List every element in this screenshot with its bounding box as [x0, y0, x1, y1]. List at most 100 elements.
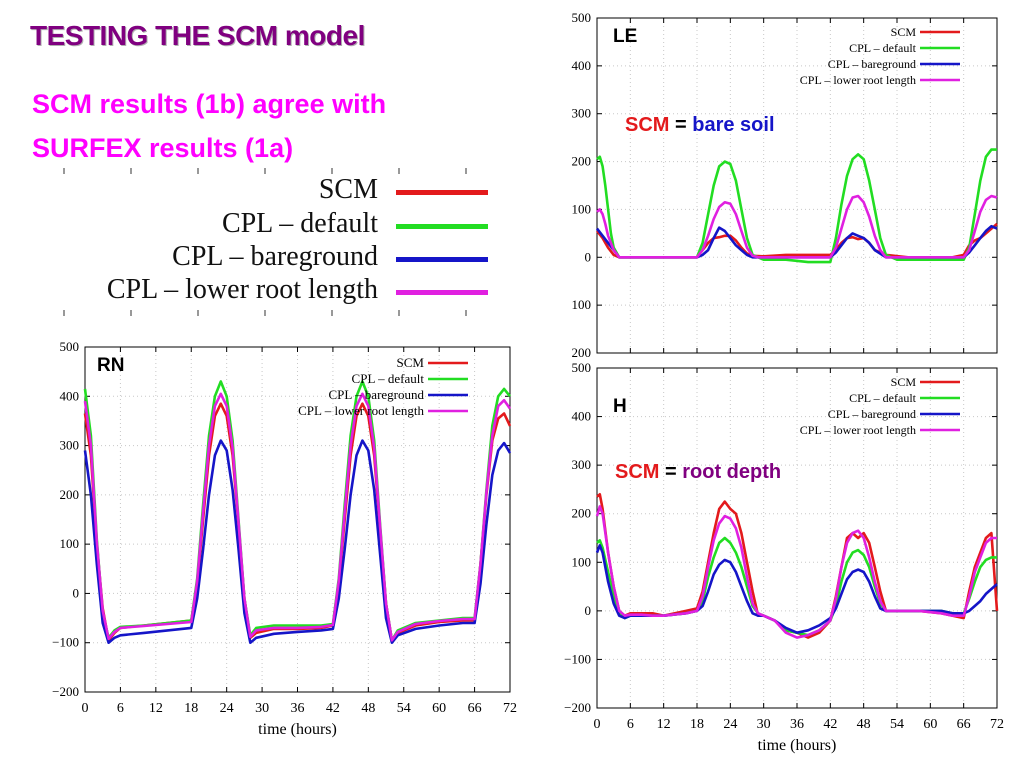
y-tick-label: 500 — [572, 360, 592, 375]
grid — [84, 346, 511, 693]
y-tick-label: 0 — [73, 585, 80, 600]
legend-entry-scm: SCM — [55, 174, 500, 206]
x-tick-label: 24 — [723, 717, 737, 732]
subtitle-line-2: SURFEX results (1a) — [32, 133, 294, 163]
legend-swatch — [396, 290, 488, 295]
ruler-tick — [264, 310, 266, 316]
legend-label: CPL – bareground — [828, 407, 916, 421]
x-tick-label: 48 — [857, 717, 871, 732]
x-tick-label: 30 — [255, 701, 269, 716]
series-line-2 — [83, 439, 512, 645]
ruler-tick — [197, 310, 199, 316]
x-tick-label: 48 — [361, 701, 375, 716]
ruler-tick — [465, 310, 467, 316]
x-tick-label: 18 — [690, 717, 704, 732]
ruler-tick — [331, 310, 333, 316]
ruler-tick — [130, 310, 132, 316]
legend-label: CPL – default — [352, 371, 425, 386]
grid — [596, 17, 998, 354]
ruler-tick — [264, 168, 266, 174]
series-line-3 — [595, 505, 997, 639]
x-tick-label: 54 — [397, 701, 411, 716]
y-tick-label: 400 — [572, 58, 592, 73]
x-tick-label: 42 — [326, 701, 340, 716]
x-tick-label: 24 — [220, 701, 234, 716]
y-tick-label: 100 — [572, 554, 592, 569]
annotation-part-2: bare soil — [692, 114, 774, 136]
panel-annotation: SCM = bare soil — [625, 114, 775, 136]
legend-swatch — [396, 224, 488, 229]
legend-label: CPL – default — [849, 41, 917, 55]
ruler-tick — [63, 310, 65, 316]
x-tick-label: 30 — [757, 717, 771, 732]
panel-label: LE — [613, 26, 637, 47]
x-tick-label: 72 — [503, 701, 517, 716]
annotation-equals: = — [659, 461, 682, 483]
y-tick-label: −200 — [52, 684, 79, 699]
ruler-tick — [465, 168, 467, 174]
legend-label: SCM — [318, 174, 378, 205]
x-tick-label: 12 — [149, 701, 163, 716]
x-tick-label: 72 — [990, 717, 1004, 732]
ruler-tick — [398, 168, 400, 174]
series-line-1 — [83, 380, 512, 642]
y-tick-label: −200 — [564, 700, 591, 715]
ruler-tick — [398, 310, 400, 316]
x-tick-label: 60 — [432, 701, 446, 716]
x-tick-label: 12 — [657, 717, 671, 732]
legend-label: CPL – lower root length — [298, 403, 424, 418]
x-tick-label: 36 — [291, 701, 305, 716]
x-tick-label: 0 — [594, 717, 601, 732]
y-tick-label: 500 — [572, 10, 592, 25]
subtitle-line-1: SCM results (1b) agree with — [32, 89, 387, 119]
y-tick-label: 100 — [572, 201, 592, 216]
series-line-3 — [83, 392, 512, 642]
x-tick-label: 0 — [82, 701, 89, 716]
legend-label: CPL – default — [221, 208, 378, 239]
y-tick-label: 200 — [572, 345, 592, 358]
legend-label: SCM — [891, 25, 917, 39]
legend-entry-cpl-bareground: CPL – bareground — [55, 241, 500, 273]
y-tick-label: 300 — [572, 106, 592, 121]
x-tick-label: 54 — [890, 717, 904, 732]
x-tick-label: 66 — [468, 701, 482, 716]
grid — [596, 367, 998, 709]
x-tick-label: 42 — [823, 717, 837, 732]
legend-label: CPL – bareground — [172, 241, 378, 272]
slide-title: TESTING THE SCM model — [30, 20, 365, 51]
x-tick-label: 66 — [957, 717, 971, 732]
ruler-tick — [130, 168, 132, 174]
ruler-tick — [197, 168, 199, 174]
x-tick-label: 60 — [923, 717, 937, 732]
legend-label: CPL – bareground — [828, 57, 916, 71]
annotation-part-1: SCM — [625, 114, 669, 136]
legend-label: SCM — [397, 355, 425, 370]
y-tick-label: −100 — [564, 651, 591, 666]
y-tick-label: 100 — [60, 536, 80, 551]
shared-legend: SCM CPL – default CPL – bareground CPL –… — [55, 168, 510, 316]
y-tick-label: −100 — [52, 635, 79, 650]
y-tick-label: 400 — [60, 388, 80, 403]
y-tick-label: 200 — [572, 506, 592, 521]
x-axis-label: time (hours) — [758, 737, 837, 754]
x-tick-label: 18 — [184, 701, 198, 716]
y-tick-label: 200 — [60, 487, 80, 502]
legend-label: CPL – default — [849, 391, 917, 405]
legend-label: CPL – lower root length — [800, 73, 916, 87]
ruler-tick — [331, 168, 333, 174]
y-tick-label: 300 — [572, 457, 592, 472]
annotation-equals: = — [669, 114, 692, 136]
chart-h: −200 −100 0 100 200 300 400 500 0 6 12 18 24 30 36 42 48… — [564, 360, 1004, 754]
chart-rn: −200 −100 0 100 200 300 400 500 0 6 12 18 24 30 36 42 48… — [52, 339, 517, 738]
legend-swatch — [396, 190, 488, 195]
y-tick-label: 400 — [572, 409, 592, 424]
annotation-part-1: SCM — [615, 461, 659, 483]
legend-entry-cpl-default: CPL – default — [55, 208, 500, 240]
chart-le: 200 100 0 100 200 300 400 500 SCM CPL – default CP… — [572, 10, 998, 358]
x-tick-label: 6 — [627, 717, 634, 732]
ruler-tick — [63, 168, 65, 174]
x-tick-label: 6 — [117, 701, 124, 716]
x-axis-label: time (hours) — [258, 721, 337, 738]
y-tick-label: 300 — [60, 438, 80, 453]
panel-annotation: SCM = root depth — [615, 461, 781, 483]
